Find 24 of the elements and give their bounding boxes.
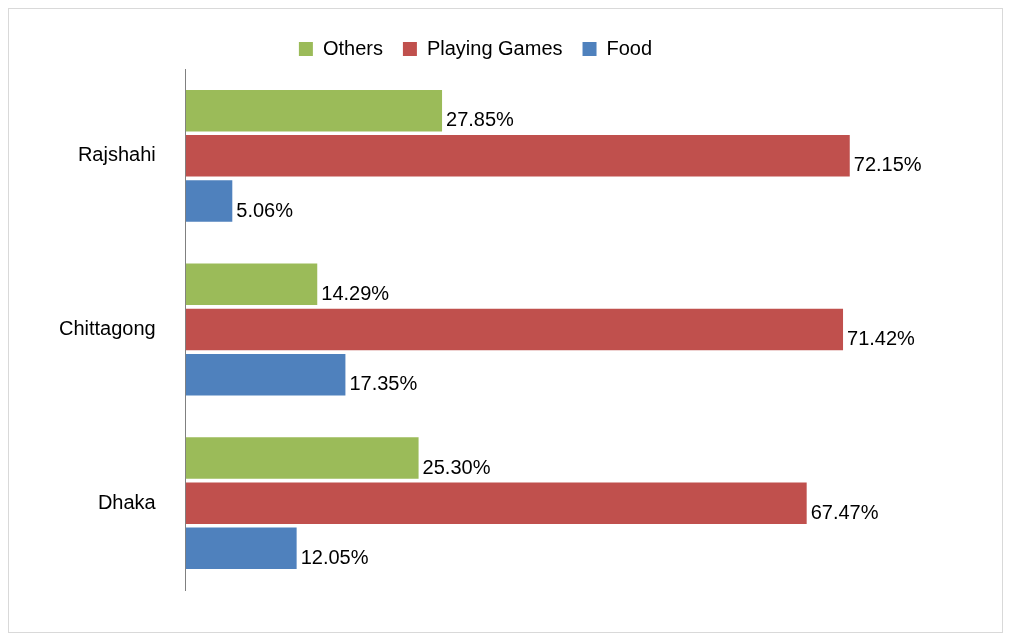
- legend-label: Others: [322, 36, 383, 59]
- bar: [185, 527, 297, 570]
- legend-label: Food: [606, 36, 653, 59]
- bar: [185, 482, 807, 524]
- data-label: 12.05%: [300, 545, 369, 568]
- data-label: 67.47%: [810, 500, 879, 523]
- bar: [185, 437, 419, 479]
- data-label: 72.15%: [853, 153, 922, 176]
- data-label: 71.42%: [847, 327, 916, 350]
- y-tick-label: Dhaka: [97, 490, 157, 513]
- bar: [185, 263, 318, 306]
- data-label: 27.85%: [446, 108, 515, 131]
- data-label: 17.35%: [349, 372, 418, 395]
- bar: [185, 353, 346, 396]
- bar: [185, 308, 844, 351]
- data-label: 25.30%: [422, 455, 491, 478]
- data-label: 14.29%: [321, 281, 390, 304]
- y-tick-label: Rajshahi: [77, 143, 156, 166]
- bar: [185, 180, 233, 222]
- bar: [185, 135, 850, 177]
- legend-label: Playing Games: [426, 36, 563, 59]
- y-tick-label: Chittagong: [58, 317, 156, 340]
- bar: [185, 89, 443, 132]
- data-label: 5.06%: [236, 198, 294, 221]
